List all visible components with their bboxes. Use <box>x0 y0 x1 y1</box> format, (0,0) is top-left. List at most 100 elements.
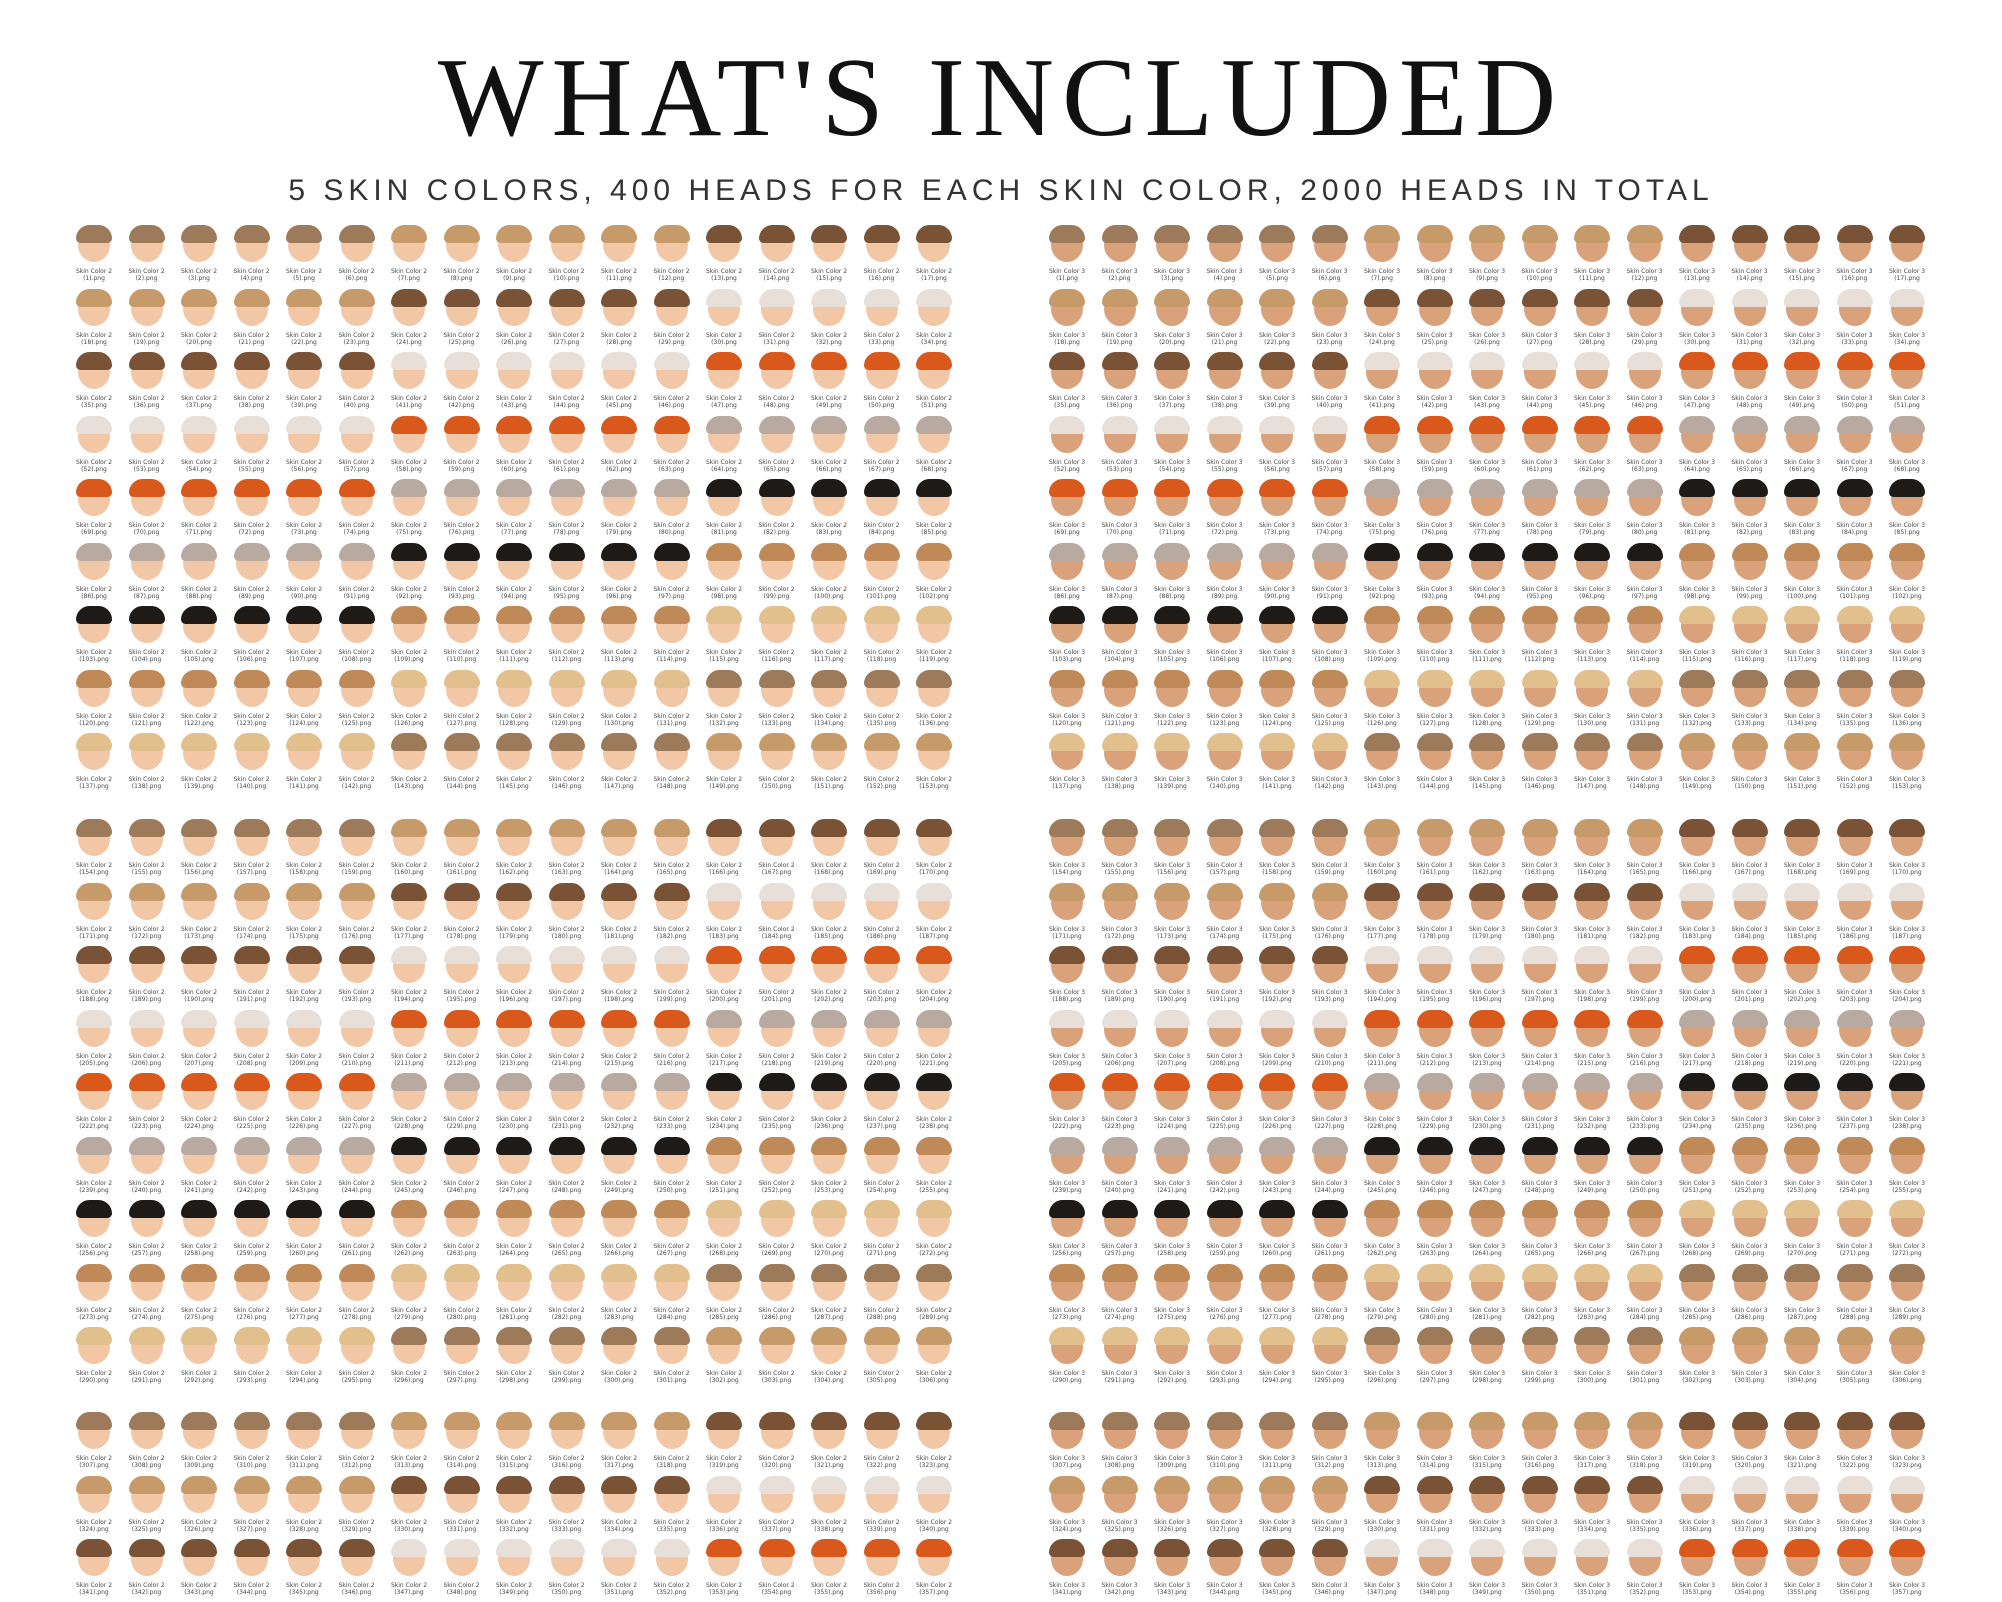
head-thumbnail: Skin Color 2 (133).png <box>755 669 799 733</box>
head-caption: Skin Color 3 (166).png <box>1675 862 1719 876</box>
head-caption: Skin Color 2 (319).png <box>702 1455 746 1469</box>
caption-skin-label: Skin Color 3 <box>1311 1179 1348 1187</box>
hair-icon <box>548 1073 585 1091</box>
caption-file-name: (175).png <box>289 932 319 940</box>
head-caption: Skin Color 3 (107).png <box>1255 649 1299 663</box>
caption-skin-label: Skin Color 2 <box>443 331 480 339</box>
head-caption: Skin Color 2 (100).png <box>807 586 851 600</box>
hair-icon <box>76 669 112 688</box>
caption-skin-label: Skin Color 3 <box>1468 925 1506 933</box>
head-caption: Skin Color 2 (141).png <box>282 776 326 790</box>
caption-file-name: (296).png <box>1367 1377 1397 1384</box>
caption-file-name: (163).png <box>1524 869 1555 876</box>
caption-file-name: (144).png <box>446 783 477 790</box>
head-caption: Skin Color 2 (226).png <box>282 1116 326 1130</box>
caption-file-name: (274).png <box>1104 1313 1135 1321</box>
head-caption: Skin Color 3 (177).png <box>1360 926 1404 940</box>
head-caption: Skin Color 2 (113).png <box>597 649 641 663</box>
hair-icon <box>1731 1136 1768 1155</box>
hair-icon <box>1469 1539 1505 1557</box>
hair-icon <box>863 1412 900 1430</box>
caption-skin-label: Skin Color 3 <box>1731 776 1768 783</box>
head-caption: Skin Color 3 (330).png <box>1360 1519 1404 1533</box>
head-caption: Skin Color 3 (174).png <box>1203 926 1247 940</box>
caption-file-name: (351).png <box>1577 1589 1607 1596</box>
head-caption: Skin Color 2 (317).png <box>597 1455 641 1469</box>
caption-skin-label: Skin Color 2 <box>863 268 900 275</box>
caption-skin-label: Skin Color 3 <box>1048 925 1086 933</box>
caption-skin-label: Skin Color 3 <box>1153 649 1191 656</box>
caption-skin-label: Skin Color 2 <box>233 458 270 466</box>
head-thumbnail: Skin Color 3 (352).png <box>1623 1539 1667 1602</box>
caption-file-name: (274).png <box>131 1313 162 1321</box>
caption-file-name: (103).png <box>79 656 109 663</box>
caption-skin-label: Skin Color 2 <box>285 1243 323 1250</box>
caption-file-name: (130).png <box>604 719 634 727</box>
head-caption: Skin Color 3 (266).png <box>1570 1243 1614 1257</box>
caption-skin-label: Skin Color 3 <box>1416 1052 1453 1060</box>
caption-file-name: (190).png <box>184 996 214 1003</box>
head-caption: Skin Color 3 (271).png <box>1833 1243 1877 1257</box>
caption-file-name: (35).png <box>81 402 107 409</box>
caption-skin-label: Skin Color 2 <box>705 395 743 402</box>
head-caption: Skin Color 2 (316).png <box>545 1455 589 1469</box>
caption-file-name: (207).png <box>1157 1059 1187 1067</box>
head-caption: Skin Color 3 (19).png <box>1098 332 1142 346</box>
caption-skin-label: Skin Color 2 <box>600 1518 638 1526</box>
hair-icon <box>706 415 742 434</box>
head-caption: Skin Color 2 (172).png <box>125 926 169 940</box>
head-caption: Skin Color 2 (173).png <box>177 926 221 940</box>
head-caption: Skin Color 3 (246).png <box>1413 1180 1457 1194</box>
head-caption: Skin Color 3 (276).png <box>1203 1307 1247 1321</box>
hair-icon <box>1889 1136 1925 1155</box>
caption-skin-label: Skin Color 2 <box>810 862 848 869</box>
head-caption: Skin Color 3 (282).png <box>1518 1307 1562 1321</box>
caption-skin-label: Skin Color 2 <box>338 776 375 783</box>
caption-file-name: (4).png <box>240 275 263 282</box>
head-thumbnail: Skin Color 2 (236).png <box>807 1073 851 1136</box>
caption-skin-label: Skin Color 2 <box>810 268 848 275</box>
head-caption: Skin Color 3 (254).png <box>1833 1180 1877 1194</box>
caption-file-name: (128).png <box>499 719 529 727</box>
caption-skin-label: Skin Color 3 <box>1363 1306 1401 1314</box>
hair-icon <box>181 288 217 307</box>
head-caption: Skin Color 2 (216).png <box>650 1053 694 1067</box>
hair-icon <box>1206 819 1243 837</box>
hair-icon <box>811 606 847 624</box>
hair-icon <box>233 1263 270 1282</box>
head-caption: Skin Color 3 (343).png <box>1150 1582 1194 1596</box>
head-thumbnail: Skin Color 3 (97).png <box>1623 542 1667 606</box>
head-caption: Skin Color 3 (258).png <box>1150 1243 1194 1257</box>
caption-skin-label: Skin Color 3 <box>1888 1243 1926 1250</box>
head-thumbnail: Skin Color 3 (303).png <box>1728 1327 1772 1390</box>
head-caption: Skin Color 2 (7).png <box>387 268 431 282</box>
caption-skin-label: Skin Color 3 <box>1101 712 1138 720</box>
hair-icon <box>1836 479 1873 497</box>
head-thumbnail: Skin Color 3 (79).png <box>1570 479 1614 542</box>
head-thumbnail: Skin Color 3 (290).png <box>1045 1327 1089 1390</box>
head-caption: Skin Color 3 (26).png <box>1465 332 1509 346</box>
head-thumbnail: Skin Color 2 (300).png <box>597 1327 641 1390</box>
caption-skin-label: Skin Color 3 <box>1468 458 1506 466</box>
head-caption: Skin Color 3 (329).png <box>1308 1519 1352 1533</box>
caption-file-name: (12).png <box>658 275 685 282</box>
hair-icon <box>1836 882 1873 901</box>
head-caption: Skin Color 3 (176).png <box>1308 926 1352 940</box>
hair-icon <box>1259 1136 1295 1155</box>
caption-skin-label: Skin Color 2 <box>75 1179 113 1187</box>
hair-icon <box>1731 882 1768 901</box>
caption-file-name: (83).png <box>816 529 842 536</box>
head-caption: Skin Color 3 (130).png <box>1570 713 1614 727</box>
caption-skin-label: Skin Color 3 <box>1206 1306 1243 1314</box>
caption-skin-label: Skin Color 3 <box>1416 268 1453 275</box>
hair-icon <box>1154 733 1190 751</box>
caption-file-name: (17).png <box>921 275 947 282</box>
head-caption: Skin Color 3 (264).png <box>1465 1243 1509 1257</box>
head-caption: Skin Color 3 (332).png <box>1465 1519 1509 1533</box>
caption-skin-label: Skin Color 3 <box>1468 1052 1506 1060</box>
caption-file-name: (258).png <box>184 1250 214 1257</box>
caption-file-name: (217).png <box>1682 1059 1712 1067</box>
caption-file-name: (189).png <box>131 996 162 1003</box>
head-caption: Skin Color 2 (110).png <box>440 649 484 663</box>
hair-icon <box>548 288 585 307</box>
